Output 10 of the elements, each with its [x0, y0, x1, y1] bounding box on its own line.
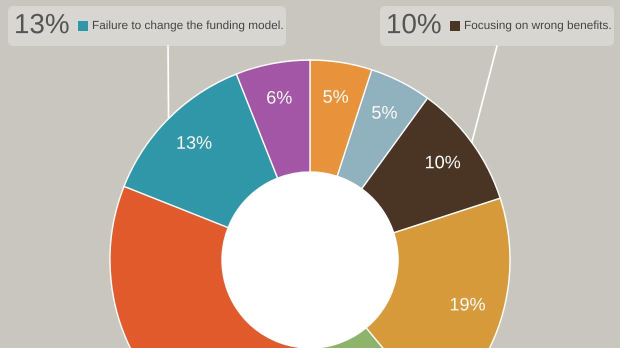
text: 10%	[388, 14, 441, 34]
data-label: 5%	[372, 106, 397, 119]
data-label: 13%	[177, 136, 212, 149]
data-label: 6%	[267, 90, 292, 104]
data-label: 5%	[323, 90, 348, 103]
data-label: 19%	[450, 298, 485, 311]
text: 13%	[16, 14, 69, 34]
legend-label: Focusing on wrong benefits.	[464, 20, 611, 32]
data-label: 10%	[426, 156, 460, 168]
legend-label: Failure to change the funding model.	[92, 20, 283, 32]
